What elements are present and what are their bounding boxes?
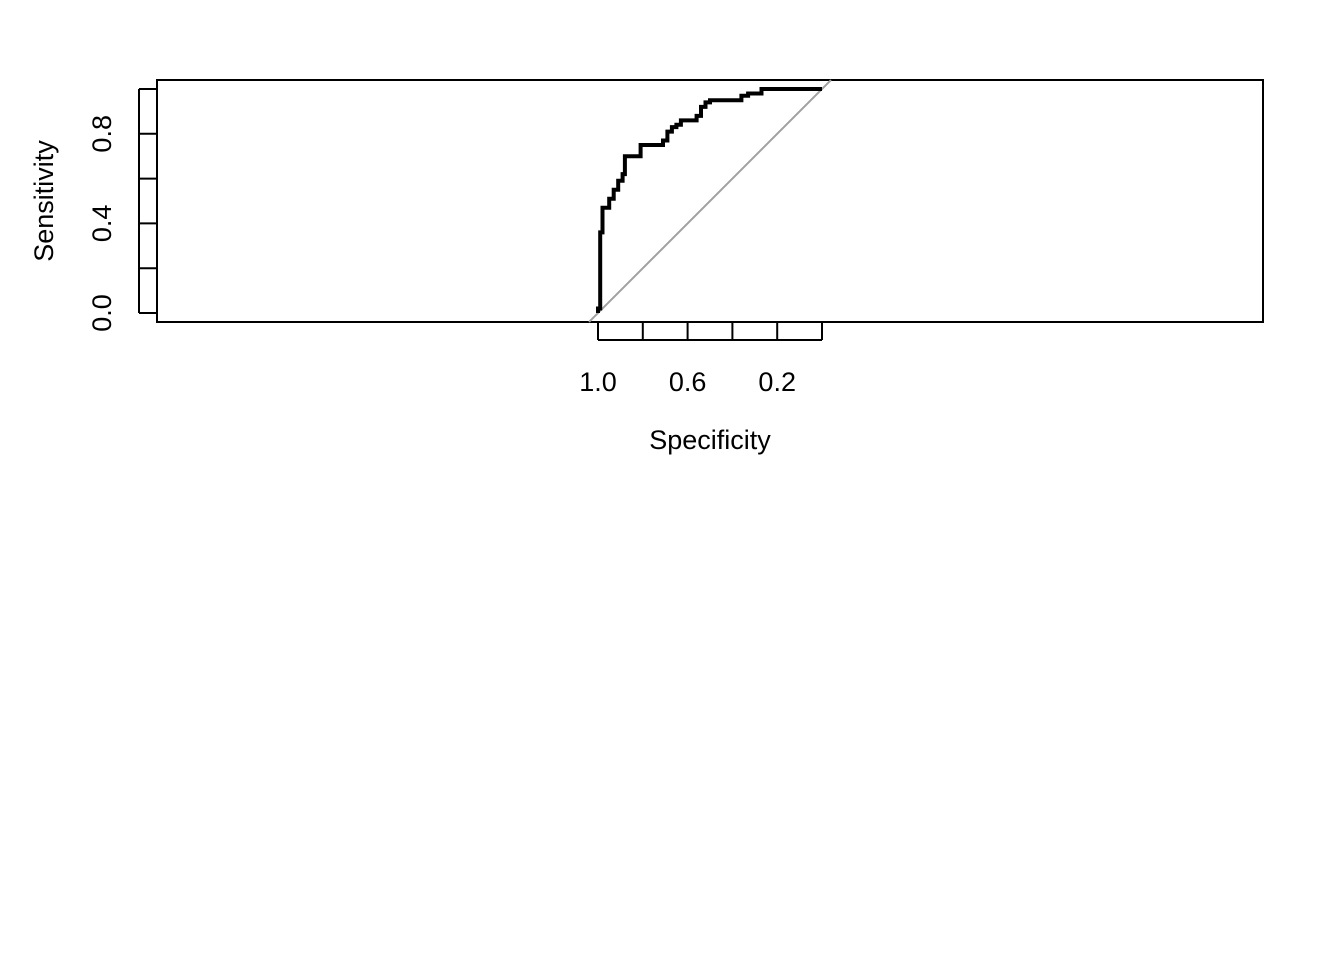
- y-tick-label: 0.0: [87, 294, 117, 332]
- x-axis: 1.0 0.6 0.2: [579, 322, 823, 397]
- reference-diagonal-line: [588, 79, 832, 323]
- x-axis-title: Specificity: [649, 425, 771, 455]
- y-tick-label: 0.4: [87, 205, 117, 243]
- y-axis: 0.0 0.4 0.8: [87, 88, 157, 332]
- roc-curve-line: [596, 87, 822, 313]
- x-tick-label: 0.6: [669, 367, 707, 397]
- y-tick-label: 0.8: [87, 115, 117, 153]
- x-tick-label: 1.0: [579, 367, 617, 397]
- x-tick-label: 0.2: [758, 367, 796, 397]
- y-axis-title: Sensitivity: [29, 140, 59, 262]
- plot-box: [156, 79, 1264, 323]
